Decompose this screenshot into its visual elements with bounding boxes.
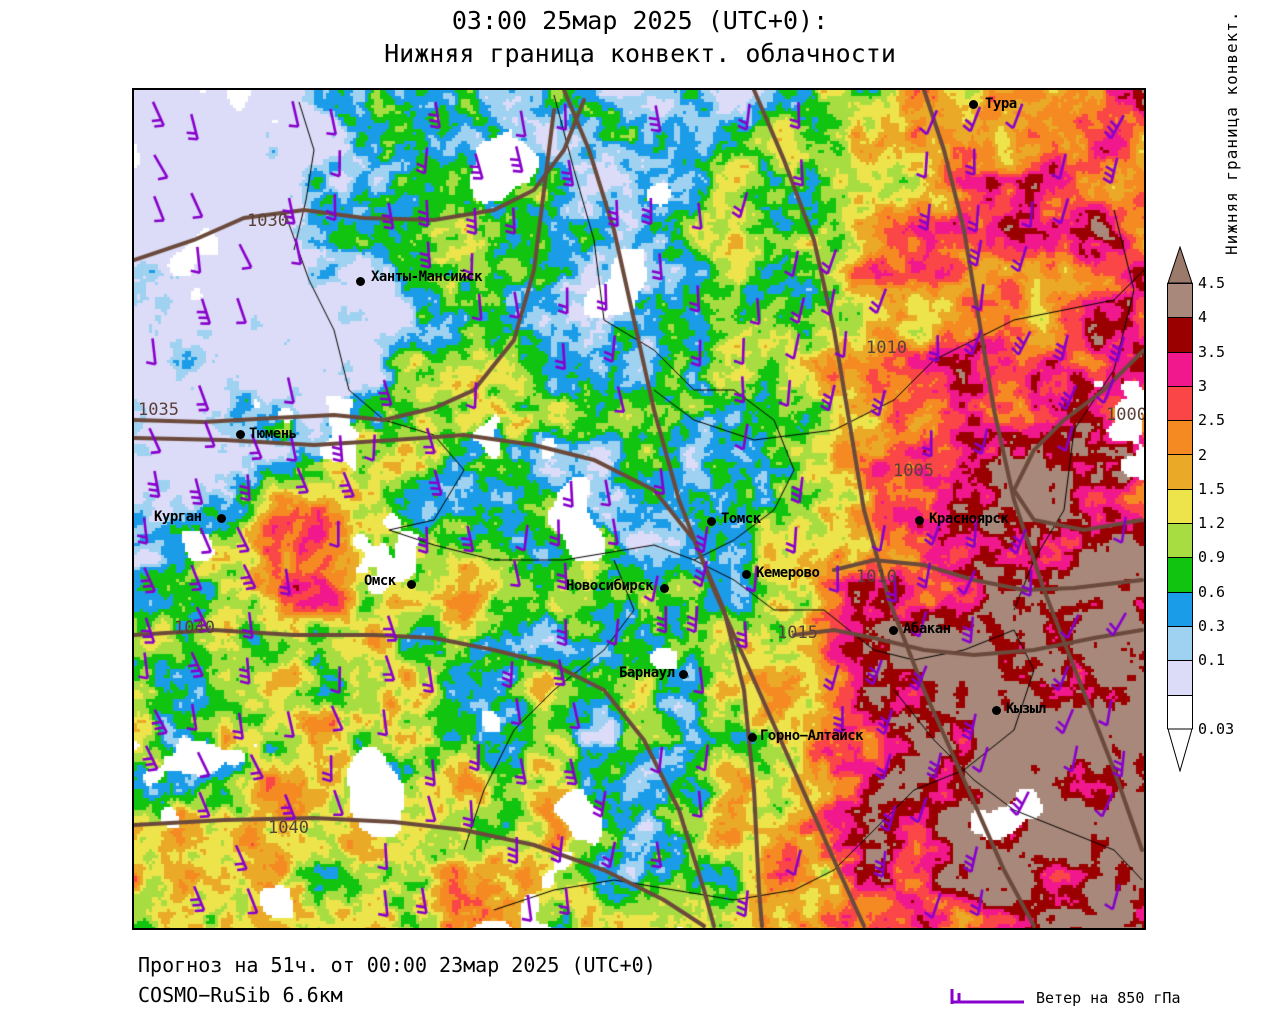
wind-legend-label: Ветер на 850 гПа: [1036, 989, 1181, 1007]
title-line-1: 03:00 25мар 2025 (UTC+0):: [451, 6, 829, 35]
colorbar-band: [1168, 661, 1192, 696]
city-label: Красноярск: [929, 511, 1009, 527]
city-marker: [660, 584, 669, 593]
wind-legend: Ветер на 850 гПа: [948, 985, 1181, 1011]
colorbar-tick-label: 2.5: [1198, 411, 1226, 430]
colorbar-band: [1168, 455, 1192, 490]
colorbar-under-arrow: [1167, 728, 1193, 772]
chart-title: 03:00 25мар 2025 (UTC+0): Нижняя граница…: [0, 4, 1280, 70]
colorbar-tick-label: 0.6: [1198, 582, 1226, 601]
colorbar-tick-label: 0.1: [1198, 651, 1226, 670]
colorbar-tick-label: 1.2: [1198, 514, 1226, 533]
colorbar-tick-label: 0.3: [1198, 617, 1226, 636]
isobar-label: 1010: [856, 567, 897, 587]
city-label: Томск: [721, 511, 761, 527]
colorbar-axis-label: Нижняя граница конвект. облачности, км: [1222, 0, 1241, 255]
colorbar-band: [1168, 592, 1192, 627]
colorbar[interactable]: [1167, 283, 1193, 730]
colorbar-tick-label: 0.03: [1198, 720, 1235, 738]
city-label: Тура: [985, 96, 1017, 112]
colorbar-tick-label: 2: [1198, 445, 1208, 464]
city-label: Абакан: [903, 621, 951, 637]
colorbar-over-arrow: [1167, 246, 1193, 284]
wind-barb-icon: [950, 989, 1024, 1004]
title-line-2: Нижняя граница конвект. облачности: [384, 39, 896, 68]
city-label: Новосибирск: [566, 578, 654, 594]
colorbar-band: [1168, 626, 1192, 662]
city-label: Тюмень: [249, 426, 297, 442]
city-marker: [217, 514, 226, 523]
colorbar-band: [1168, 695, 1192, 730]
colorbar-tick-label: 3.5: [1198, 342, 1226, 361]
city-marker: [992, 706, 1001, 715]
colorbar-tick-label: 1.5: [1198, 479, 1226, 498]
colorbar-band: [1168, 489, 1192, 525]
isobar-label: 1005: [893, 461, 934, 481]
city-marker: [679, 670, 688, 679]
colorbar-tick-label: 4.5: [1198, 274, 1226, 292]
colorbar-band: [1168, 524, 1192, 559]
map-raster-layer: [134, 90, 1144, 928]
colorbar-band: [1168, 558, 1192, 593]
isobar-label: 1015: [777, 623, 818, 643]
city-marker: [889, 626, 898, 635]
colorbar-tick-label: 4: [1198, 308, 1208, 327]
forecast-info: Прогноз на 51ч. от 00:00 23мар 2025 (UTC…: [138, 953, 656, 977]
city-marker: [915, 516, 924, 525]
city-marker: [969, 100, 978, 109]
colorbar-band: [1168, 284, 1192, 319]
isobar-label: 1040: [174, 618, 215, 638]
city-label: Омск: [364, 573, 396, 589]
city-label: Ханты-Мансийск: [371, 269, 483, 285]
colorbar-band: [1168, 386, 1192, 422]
city-marker: [707, 517, 716, 526]
colorbar-tick-label: 3: [1198, 376, 1208, 395]
footer-text: Прогноз на 51ч. от 00:00 23мар 2025 (UTC…: [138, 950, 656, 1010]
city-label: Кызыл: [1006, 701, 1046, 717]
city-label: Горно−Алтайск: [760, 728, 864, 744]
model-info: COSMO−RuSib 6.6км: [138, 983, 343, 1007]
city-marker: [742, 570, 751, 579]
colorbar-tick-label: 0.9: [1198, 548, 1226, 567]
city-marker: [748, 733, 757, 742]
isobar-label: 1000: [1106, 405, 1146, 425]
isobar-label: 1040: [268, 818, 309, 838]
colorbar-band: [1168, 421, 1192, 456]
city-label: Курган: [154, 509, 202, 525]
city-marker: [407, 580, 416, 589]
isobar-label: 1010: [866, 338, 907, 358]
colorbar-band: [1168, 318, 1192, 353]
weather-map[interactable]: Тура Ханты-Мансийск Тюмень Курган Омск Томск К…: [132, 88, 1146, 930]
city-marker: [356, 277, 365, 286]
isobar-label: 1035: [138, 400, 179, 420]
isobar-label: 1030: [247, 211, 288, 231]
city-label: Кемерово: [756, 565, 820, 581]
city-label: Барнаул: [619, 665, 675, 681]
city-marker: [236, 430, 245, 439]
colorbar-band: [1168, 352, 1192, 387]
